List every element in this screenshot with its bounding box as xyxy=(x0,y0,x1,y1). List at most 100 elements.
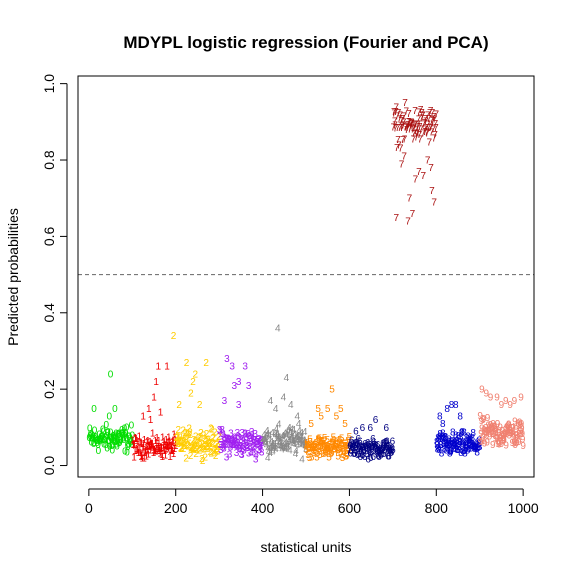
data-point: 5 xyxy=(318,441,324,452)
data-point: 1 xyxy=(137,448,143,459)
data-point: 5 xyxy=(305,440,311,451)
data-point: 3 xyxy=(240,444,246,455)
data-point: 0 xyxy=(120,430,126,441)
data-point: 0 xyxy=(118,435,124,446)
data-point: 9 xyxy=(483,427,489,438)
data-point: 4 xyxy=(275,434,281,445)
data-point: 8 xyxy=(436,443,442,454)
data-point: 6 xyxy=(384,423,390,434)
data-point: 6 xyxy=(355,439,361,450)
data-point: 2 xyxy=(203,436,209,447)
data-point: 4 xyxy=(293,446,299,457)
data-point: 3 xyxy=(248,433,254,444)
data-point: 5 xyxy=(315,448,321,459)
data-point: 4 xyxy=(271,442,277,453)
data-point: 9 xyxy=(503,424,509,435)
data-point: 8 xyxy=(440,419,446,430)
data-point: 1 xyxy=(145,445,151,456)
data-point: 7 xyxy=(401,118,407,129)
data-point: 5 xyxy=(338,447,344,458)
data-point: 2 xyxy=(183,453,189,464)
data-point: 0 xyxy=(104,443,110,454)
data-point: 3 xyxy=(226,435,232,446)
data-point: 3 xyxy=(232,381,238,392)
data-point: 9 xyxy=(515,418,521,429)
data-point: 4 xyxy=(297,436,303,447)
data-point: 8 xyxy=(477,442,483,453)
data-point: 7 xyxy=(424,128,430,139)
data-point: 4 xyxy=(262,437,268,448)
data-point: 9 xyxy=(496,428,502,439)
data-point: 6 xyxy=(364,441,370,452)
data-point: 9 xyxy=(512,437,518,448)
data-point: 7 xyxy=(401,111,407,122)
data-point: 3 xyxy=(246,448,252,459)
data-point: 1 xyxy=(158,408,164,419)
data-point: 5 xyxy=(305,450,311,461)
data-point: 1 xyxy=(159,452,165,463)
data-point: 7 xyxy=(405,123,411,134)
data-point: 2 xyxy=(197,440,203,451)
data-point: 1 xyxy=(130,436,136,447)
data-point: 2 xyxy=(188,451,194,462)
data-point: 4 xyxy=(302,442,308,453)
data-point: 5 xyxy=(329,448,335,459)
data-point: 1 xyxy=(149,439,155,450)
x-tick-label: 0 xyxy=(85,500,93,516)
data-point: 4 xyxy=(282,439,288,450)
data-point: 8 xyxy=(465,446,471,457)
y-tick-label: 0.8 xyxy=(41,150,57,170)
data-point: 8 xyxy=(450,436,456,447)
data-point: 7 xyxy=(424,128,430,139)
data-point: 4 xyxy=(272,439,278,450)
data-point: 9 xyxy=(478,429,484,440)
data-point: 3 xyxy=(222,434,228,445)
data-point: 5 xyxy=(344,451,350,462)
data-point: 6 xyxy=(386,441,392,452)
data-point: 6 xyxy=(354,438,360,449)
data-point: 9 xyxy=(508,428,514,439)
data-point: 3 xyxy=(235,439,241,450)
data-point: 9 xyxy=(497,422,503,433)
data-point: 6 xyxy=(351,439,357,450)
chart-title: MDYPL logistic regression (Fourier and P… xyxy=(123,33,488,52)
data-point: 4 xyxy=(266,447,272,458)
data-point: 3 xyxy=(221,439,227,450)
data-point: 0 xyxy=(126,440,132,451)
data-point: 4 xyxy=(295,435,301,446)
data-point: 2 xyxy=(206,434,212,445)
data-point: 2 xyxy=(171,331,177,342)
data-point: 7 xyxy=(428,163,434,174)
data-point: 3 xyxy=(252,429,258,440)
data-point: 9 xyxy=(496,438,502,449)
data-point: 0 xyxy=(100,435,106,446)
data-point: 9 xyxy=(504,423,510,434)
data-point: 8 xyxy=(440,428,446,439)
data-point: 3 xyxy=(233,440,239,451)
data-point: 6 xyxy=(374,447,380,458)
data-point: 0 xyxy=(87,433,93,444)
data-point: 1 xyxy=(164,441,170,452)
data-point: 6 xyxy=(360,451,366,462)
data-point: 7 xyxy=(417,122,423,133)
data-point: 7 xyxy=(422,127,428,138)
data-point: 7 xyxy=(400,114,406,125)
data-point: 2 xyxy=(211,433,217,444)
data-point: 9 xyxy=(486,422,492,433)
data-point: 5 xyxy=(343,446,349,457)
data-point: 6 xyxy=(359,448,365,459)
data-point: 3 xyxy=(245,433,251,444)
data-point: 6 xyxy=(372,442,378,453)
data-point: 6 xyxy=(369,447,375,458)
data-point: 9 xyxy=(505,423,511,434)
data-point: 9 xyxy=(488,424,494,435)
data-point: 7 xyxy=(398,143,404,154)
data-point: 8 xyxy=(454,436,460,447)
data-point: 3 xyxy=(243,433,249,444)
data-point: 6 xyxy=(363,443,369,454)
y-tick-label: 0.2 xyxy=(41,379,57,399)
data-point: 0 xyxy=(98,432,104,443)
data-point: 7 xyxy=(395,135,401,146)
data-point: 3 xyxy=(219,425,225,436)
data-point: 6 xyxy=(364,443,370,454)
